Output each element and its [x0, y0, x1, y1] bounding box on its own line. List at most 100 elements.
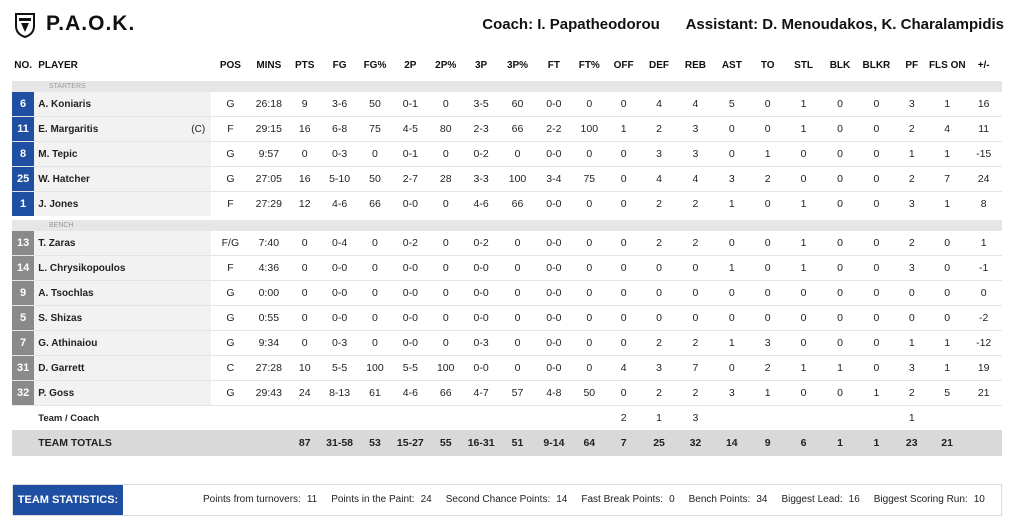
jersey-number: 32: [12, 380, 35, 406]
stat-cell: 0: [499, 280, 536, 306]
stat-cell: 50: [572, 380, 607, 406]
stat-cell: 3: [750, 330, 786, 356]
stat-cell: 0: [428, 255, 463, 281]
stat-cell: 0: [785, 141, 822, 167]
stat-cell: 16: [965, 92, 1002, 117]
player-name: G. Athinaiou: [38, 337, 98, 349]
column-header: BLKR: [858, 54, 895, 80]
stat-cell: 16-31: [462, 430, 500, 456]
stat-cell: 0: [750, 116, 786, 142]
stat-cell: 4-5: [392, 116, 429, 142]
stat-cell: 0: [713, 355, 751, 381]
stat-cell: 0-0: [535, 191, 573, 219]
player-row: 8 M. Tepic G 9:57 0 0-3 0 0-1 0 0-2 0 0-0 0 0 3 3 0 1 0 0 0 1…: [12, 141, 1002, 167]
stat-cell: 0: [606, 166, 641, 192]
stat-cell: 0: [928, 231, 966, 256]
team-stat-label: Points in the Paint:: [331, 494, 415, 505]
stat-cell: 2: [750, 355, 786, 381]
stat-cell: [429, 406, 463, 431]
stat-cell: 9: [288, 92, 322, 117]
stat-cell: 16: [288, 166, 322, 192]
player-row: 14 L. Chrysikopoulos F 4:36 0 0-0 0 0-0 0 0-0 0 0-0…: [12, 255, 1002, 281]
stat-cell: 9-14: [535, 430, 573, 456]
section-row: STARTERS: [12, 77, 1002, 92]
column-header: STL: [785, 54, 822, 80]
stat-cell: -12: [965, 330, 1002, 356]
team-stat: Points in the Paint: 24: [331, 485, 432, 515]
stat-cell: 21: [928, 430, 966, 456]
player-row: 5 S. Shizas G 0:55 0 0-0 0 0-0 0 0-0 0 0-0 0 0 0 0 0 0 0 0 0…: [12, 305, 1002, 331]
stat-cell: [714, 406, 750, 431]
stat-cell: 0:55: [249, 305, 289, 331]
stat-cell: 16: [288, 116, 322, 142]
team-stat-value: 10: [973, 494, 985, 505]
stat-cell: 31-58: [321, 430, 358, 456]
stat-cell: 0: [821, 330, 859, 356]
header: P.A.O.K. Coach: I. Papatheodorou Assista…: [0, 0, 1024, 52]
jersey-number: 9: [12, 280, 35, 306]
stat-cell: 0-0: [535, 305, 573, 331]
stat-cell: 0: [572, 330, 607, 356]
coaches: Coach: I. Papatheodorou Assistant: D. Me…: [482, 16, 1004, 33]
stat-cell: 0: [288, 231, 322, 256]
stat-cell: 10: [288, 355, 322, 381]
coach-name: I. Papatheodorou: [537, 16, 660, 33]
stat-cell: 1: [858, 380, 895, 406]
stat-cell: 0: [858, 166, 895, 192]
stat-cell: 0: [357, 280, 393, 306]
team-statistics-list: Points from turnovers: 11 Points in the Pa…: [203, 485, 999, 515]
stat-cell: 2: [677, 380, 714, 406]
stat-cell: G: [211, 330, 250, 356]
stat-cell: 4-7: [462, 380, 500, 406]
stat-cell: 0-0: [392, 330, 429, 356]
stat-cell: [536, 406, 572, 431]
team-stat-label: Biggest Scoring Run:: [873, 494, 968, 505]
team-stat-value: 14: [556, 494, 568, 505]
jersey-number: 25: [12, 166, 35, 192]
stat-cell: 0: [785, 280, 822, 306]
box-score-body: STARTERS 6 A. Koniaris G 26:18 9 3-6 50 0-1 0 3-5 6…: [12, 77, 1002, 456]
stat-cell: 2: [894, 231, 929, 256]
stat-cell: 12: [288, 191, 322, 219]
empty-cell: [12, 430, 35, 456]
stat-cell: 66: [357, 191, 393, 219]
stat-cell: 1: [750, 380, 786, 406]
column-header: +/-: [965, 54, 1002, 80]
stat-cell: 0: [785, 305, 822, 331]
stat-cell: 80: [428, 116, 463, 142]
stat-cell: 3: [640, 355, 678, 381]
stat-cell: 2: [640, 231, 678, 256]
stat-cell: 0: [894, 280, 929, 306]
stat-cell: 2: [894, 116, 929, 142]
team-stat-value: 24: [420, 494, 432, 505]
stat-cell: 1: [928, 92, 966, 117]
totals-row: TEAM TOTALS 87 31-58 53 15-27 55 16-31 51 9-14 64…: [12, 430, 1002, 456]
column-header: BLK: [821, 54, 859, 80]
stat-cell: 53: [357, 430, 393, 456]
stat-cell: 0: [821, 380, 859, 406]
player-name: P. Goss: [38, 387, 75, 399]
stat-cell: 0: [750, 280, 786, 306]
stat-cell: [321, 406, 357, 431]
stat-cell: [785, 406, 821, 431]
stat-cell: 7: [928, 166, 966, 192]
player-name-cell: A. Tsochlas: [34, 280, 212, 306]
column-header: 2P%: [428, 54, 463, 80]
stat-cell: 2-2: [535, 116, 573, 142]
stat-cell: 0: [750, 231, 786, 256]
stat-cell: 0: [357, 305, 393, 331]
stat-cell: 4-6: [462, 191, 500, 219]
stat-cell: 2-7: [392, 166, 429, 192]
stat-cell: 1: [928, 330, 966, 356]
stat-cell: 0: [858, 330, 895, 356]
stat-cell: 0: [428, 92, 463, 117]
column-header: 2P: [392, 54, 429, 80]
stat-cell: 0: [858, 280, 895, 306]
stat-cell: 0: [858, 191, 895, 219]
stat-cell: G: [211, 380, 250, 406]
stat-cell: 0: [785, 330, 822, 356]
player-row: 6 A. Koniaris G 26:18 9 3-6 50 0-1 0 3-5 60 0-0 0 0 4 4…: [12, 92, 1002, 117]
team-stat: Second Chance Points: 14: [446, 485, 568, 515]
column-header: POS: [211, 54, 250, 80]
stat-cell: 0: [572, 255, 607, 281]
